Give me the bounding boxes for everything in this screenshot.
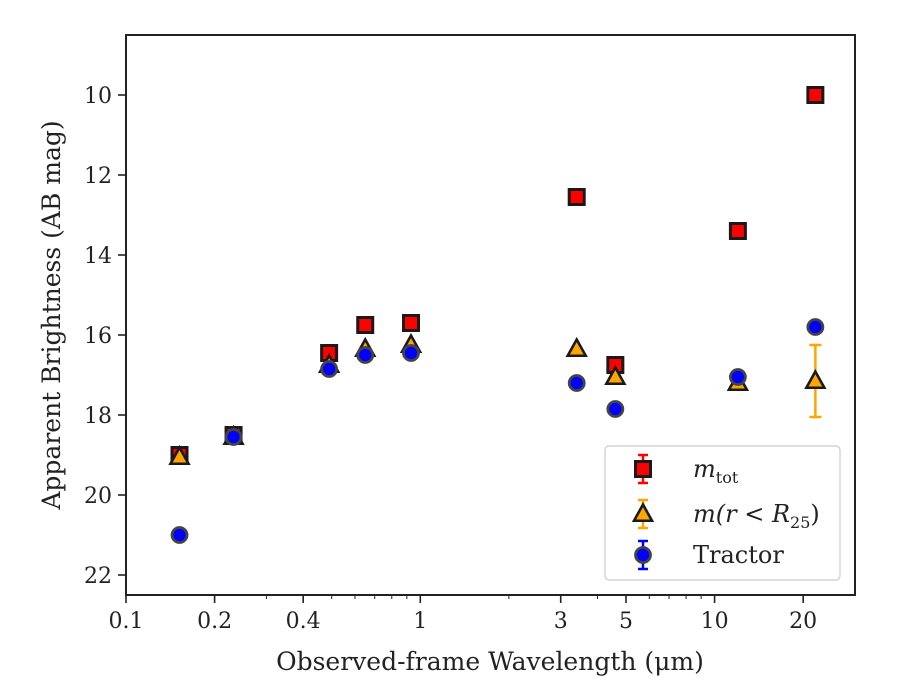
data-point-square: [356, 316, 375, 334]
x-tick-label: 5: [619, 609, 633, 634]
data-point-triangle: [168, 444, 191, 466]
x-axis: 0.1 0.2 0.4 1 3 5 10 20: [109, 595, 817, 634]
y-tick-label: 22: [84, 564, 112, 589]
data-point-circle: [402, 344, 420, 362]
y-tick-label: 16: [84, 324, 112, 349]
data-point-circle: [170, 526, 189, 544]
data-point-square: [806, 86, 825, 104]
legend-marker-triangle: [631, 501, 655, 523]
data-point-square: [402, 314, 421, 332]
series-triangle: [168, 332, 827, 466]
legend-box: [604, 445, 841, 581]
x-tick-label: 0.1: [109, 609, 144, 634]
x-tick-label: 1: [413, 609, 427, 634]
legend-label: Tractor: [693, 541, 784, 569]
y-tick-label: 14: [84, 244, 112, 269]
series-square: [170, 86, 825, 464]
data-point-circle: [728, 368, 747, 386]
legend-marker-square: [634, 460, 652, 478]
y-axis-title: Apparent Brightness (AB mag): [37, 120, 66, 510]
data-points: [168, 86, 827, 544]
y-tick-label: 10: [84, 84, 112, 109]
data-point-circle: [606, 400, 625, 418]
data-point-circle: [224, 428, 243, 446]
data-point-triangle: [604, 364, 627, 386]
x-tick-label: 10: [701, 609, 729, 634]
data-point-circle: [567, 374, 586, 392]
data-point-square: [567, 188, 586, 206]
legend-label: m(r < R25): [693, 500, 820, 532]
y-tick-label: 18: [84, 404, 112, 429]
data-point-triangle: [804, 368, 827, 390]
data-point-circle: [806, 318, 825, 336]
legend-marker-circle: [634, 546, 652, 564]
x-tick-label: 20: [789, 609, 817, 634]
x-tick-label: 0.4: [286, 609, 321, 634]
data-point-triangle: [565, 336, 588, 358]
y-tick-label: 20: [84, 484, 112, 509]
x-axis-title: Observed-frame Wavelength (μm): [276, 647, 704, 676]
plot-frame: [125, 34, 856, 596]
data-point-circle: [320, 360, 339, 378]
legend-label: mtot: [693, 455, 739, 487]
y-tick-label: 12: [84, 164, 112, 189]
data-point-square: [728, 222, 747, 240]
x-tick-label: 3: [554, 609, 568, 634]
x-tick-label: 0.2: [197, 609, 232, 634]
data-point-circle: [356, 346, 375, 364]
legend: mtot m(r < R25) Tractor: [604, 445, 841, 581]
series-circle: [170, 318, 825, 544]
y-axis: 10 12 14 16 18 20 22: [84, 84, 126, 589]
